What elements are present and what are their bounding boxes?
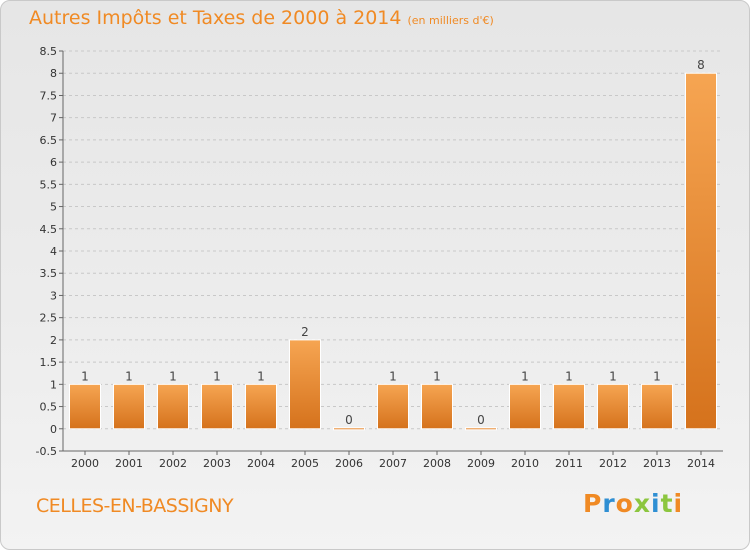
chart-title: Autres Impôts et Taxes de 2000 à 2014 (en…: [29, 7, 494, 29]
bar-value-label: 1: [433, 369, 441, 383]
chart-title-text: Autres Impôts et Taxes de 2000 à 2014: [29, 7, 402, 29]
bars: [69, 72, 717, 431]
x-tick-label: 2003: [203, 457, 231, 470]
bar: [333, 427, 365, 431]
y-tick-label: 1.5: [40, 356, 58, 369]
bar-value-label: 0: [345, 413, 353, 427]
y-tick-label: 6.5: [40, 134, 58, 147]
y-tick-label: 7: [50, 112, 57, 125]
y-tick-label: 2.5: [40, 312, 58, 325]
x-tick-label: 2004: [247, 457, 275, 470]
bar-value-label: 1: [169, 369, 177, 383]
y-tick-label: -0.5: [36, 445, 57, 458]
bar: [69, 383, 101, 430]
axes: [59, 50, 723, 455]
x-tick-label: 2006: [335, 457, 363, 470]
bar: [641, 383, 673, 430]
logo-letter: o: [615, 489, 634, 518]
chart-unit: (en milliers d'€): [407, 14, 494, 27]
logo-letter: r: [602, 489, 616, 518]
bar-value-label: 1: [81, 369, 89, 383]
bar-value-label: 1: [609, 369, 617, 383]
bar: [201, 383, 233, 430]
bar: [465, 427, 497, 431]
y-tick-label: 7.5: [40, 89, 58, 102]
bar: [553, 383, 585, 430]
logo-letter: i: [673, 489, 684, 518]
y-tick-label: 2: [50, 334, 57, 347]
bar: [377, 383, 409, 430]
x-tick-label: 2013: [643, 457, 671, 470]
x-tick-label: 2012: [599, 457, 627, 470]
x-tick-label: 2008: [423, 457, 451, 470]
bar: [509, 383, 541, 430]
commune-name: CELLES-EN-BASSIGNY: [36, 495, 234, 517]
bar-value-label: 0: [477, 413, 485, 427]
bar: [245, 383, 277, 430]
logo-letter: t: [660, 489, 674, 518]
bar: [685, 72, 717, 430]
x-tick-label: 2010: [511, 457, 539, 470]
bar-value-label: 1: [213, 369, 221, 383]
y-tick-label: 1: [50, 378, 57, 391]
x-tick-label: 2009: [467, 457, 495, 470]
y-tick-label: 8: [50, 67, 57, 80]
proxiti-logo[interactable]: Proxiti: [583, 489, 683, 518]
y-tick-label: 8.5: [40, 45, 58, 58]
bar-value-label: 2: [301, 325, 309, 339]
y-tick-label: 4.5: [40, 223, 58, 236]
y-tick-label: 3.5: [40, 267, 58, 280]
bar-value-label: 1: [125, 369, 133, 383]
bar: [289, 339, 321, 430]
bar-value-label: 1: [389, 369, 397, 383]
bar: [421, 383, 453, 430]
y-tick-label: 5: [50, 201, 57, 214]
x-tick-label: 2005: [291, 457, 319, 470]
bar: [157, 383, 189, 430]
y-tick-label: 0.5: [40, 401, 58, 414]
x-tick-label: 2002: [159, 457, 187, 470]
bar-value-label: 1: [521, 369, 529, 383]
bar: [113, 383, 145, 430]
x-tick-label: 2011: [555, 457, 583, 470]
labels: -0.5 0 0.5 1 1.5 2 2.5 3 3.5 4 4.5 5 5.5 6 6.5 7 7.5 8 8.5…: [36, 45, 715, 470]
bar: [597, 383, 629, 430]
logo-letter: x: [633, 489, 651, 518]
logo-letter: P: [583, 489, 603, 518]
x-tick-label: 2007: [379, 457, 407, 470]
bar-value-label: 8: [697, 58, 705, 72]
y-tick-label: 0: [50, 423, 57, 436]
y-tick-label: 5.5: [40, 178, 58, 191]
y-tick-label: 6: [50, 156, 57, 169]
x-tick-label: 2001: [115, 457, 143, 470]
bar-value-label: 1: [565, 369, 573, 383]
bar-value-label: 1: [653, 369, 661, 383]
y-tick-label: 4: [50, 245, 57, 258]
x-tick-label: 2000: [71, 457, 99, 470]
logo-letter: i: [651, 489, 661, 518]
y-tick-label: 3: [50, 289, 57, 302]
bar-value-label: 1: [257, 369, 265, 383]
x-tick-label: 2014: [687, 457, 715, 470]
